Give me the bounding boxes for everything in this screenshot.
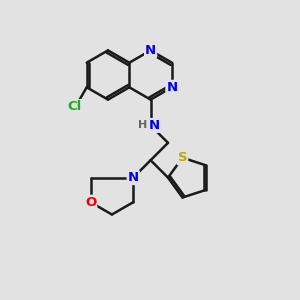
Text: H: H	[138, 120, 147, 130]
Text: N: N	[149, 119, 160, 132]
Text: O: O	[85, 196, 96, 209]
Text: N: N	[167, 81, 178, 94]
Text: S: S	[178, 151, 187, 164]
Text: Cl: Cl	[67, 100, 81, 113]
Text: N: N	[128, 171, 139, 184]
Text: N: N	[145, 44, 156, 57]
